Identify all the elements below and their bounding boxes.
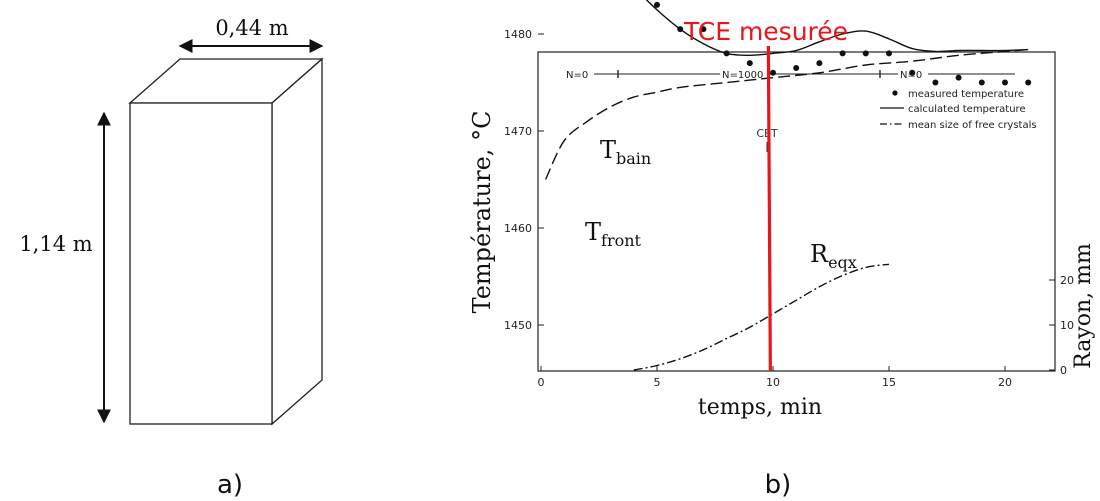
legend-label-1: measured temperature [908, 89, 1024, 100]
front-label-main: T [585, 218, 601, 246]
y-axis-label-left: Température, °C [468, 111, 496, 314]
stage-bar: N=0 N=1000 N=0 [564, 68, 1015, 81]
front-curve-label: Tfront [585, 218, 642, 250]
measured-point [862, 50, 869, 57]
crystal-size-line [633, 263, 890, 371]
measured-point [654, 1, 660, 8]
radius-label-main: R [810, 240, 829, 268]
left-tick-label: 1470 [504, 125, 532, 138]
x-tick-label: 15 [882, 376, 896, 389]
measured-point [770, 69, 776, 76]
x-axis-label: temps, min [698, 395, 822, 420]
series-layer [544, 0, 1032, 371]
calculated-temperature-line [645, 0, 1029, 57]
caption-a: a) [217, 470, 243, 500]
width-label: 0,44 m [215, 16, 288, 40]
cet-title: TCE mesurée [683, 17, 848, 46]
bath-label-main: T [600, 136, 616, 164]
measured-point [886, 50, 892, 57]
front-label-sub: front [601, 231, 642, 250]
measured-point [700, 26, 707, 33]
measured-point [1025, 79, 1032, 86]
caption-b: b) [765, 470, 792, 500]
cet-line [766, 45, 772, 372]
measured-point [909, 69, 916, 76]
measured-point [955, 74, 962, 81]
measured-point [793, 64, 800, 71]
legend: measured temperature calculated temperat… [880, 89, 1037, 131]
x-axis: 0 5 10 15 20 [538, 366, 1012, 389]
legend-label-3: mean size of free crystals [908, 120, 1037, 131]
prism-side-face [271, 57, 323, 426]
right-axis: 0 10 20 [1049, 274, 1074, 377]
right-tick-label: 0 [1060, 364, 1067, 377]
cet-small-label: CET [756, 127, 778, 140]
measured-point [746, 60, 753, 67]
x-tick-label: 10 [766, 376, 780, 389]
x-tick-label: 20 [998, 376, 1012, 389]
measured-point [978, 79, 985, 86]
left-tick-label: 1460 [504, 222, 532, 235]
prism-front-face [129, 102, 273, 425]
left-tick-label: 1480 [504, 28, 532, 41]
bath-curve-label: Tbain [600, 136, 651, 168]
left-axis: 145014601470148014901500 [504, 28, 544, 332]
right-tick-label: 10 [1060, 319, 1074, 332]
right-tick-label: 20 [1060, 274, 1074, 287]
stage-label-1: N=0 [566, 70, 588, 81]
measured-point [839, 50, 846, 57]
measured-point [1002, 79, 1008, 86]
prism-diagram [128, 57, 324, 426]
measured-point [816, 60, 823, 67]
y-axis-label-right: Rayon, mm [1071, 243, 1096, 369]
radius-curve-label: Reqx [810, 240, 857, 272]
legend-dot-swatch [892, 90, 898, 96]
left-tick-label: 1450 [504, 319, 532, 332]
x-tick-label: 0 [538, 376, 545, 389]
x-tick-label: 5 [654, 376, 661, 389]
measured-point [932, 79, 939, 86]
height-label: 1,14 m [19, 232, 92, 256]
plot-frame [537, 51, 1056, 372]
bath-label-sub: bain [616, 149, 651, 168]
radius-label-sub: eqx [828, 253, 857, 272]
stage-label-2: N=1000 [722, 70, 763, 81]
legend-label-2: calculated temperature [908, 104, 1026, 115]
